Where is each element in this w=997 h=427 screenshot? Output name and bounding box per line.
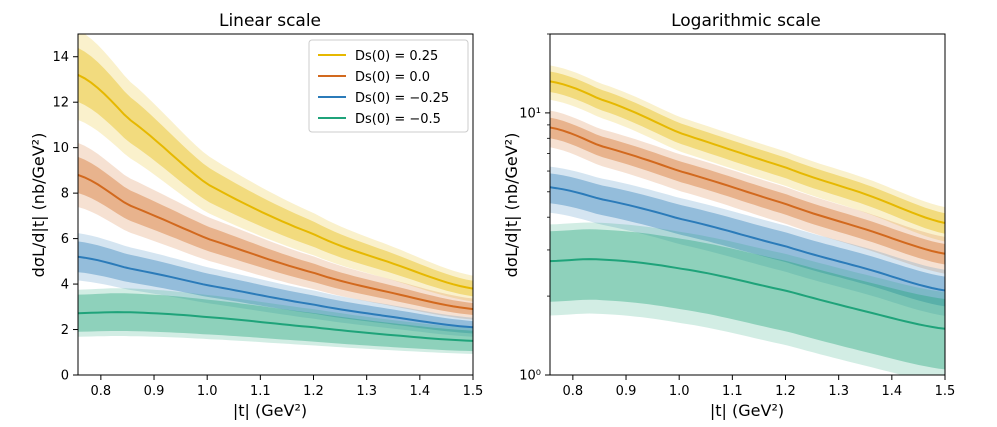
- log-line-ds-0-0: [550, 126, 945, 255]
- linear-bands: [78, 34, 473, 354]
- log-x-tick-label: 1.2: [775, 384, 796, 399]
- linear-x-tick-label: 1.0: [197, 384, 218, 399]
- log-title: Logarithmic scale: [671, 11, 821, 31]
- linear-y-tick-label: 8: [61, 187, 69, 202]
- log-x-tick-label: 1.5: [935, 384, 956, 399]
- log-x-tick-label: 1.0: [669, 384, 690, 399]
- log-x-tick-label: 1.4: [881, 384, 902, 399]
- linear-x-tick-label: 1.1: [250, 384, 271, 399]
- linear-band-inner-ds-neg-0-5: [78, 293, 473, 352]
- log-y-axis: 10⁰ 10¹: [519, 33, 550, 384]
- linear-band-inner-ds-neg-0-25: [78, 241, 473, 334]
- linear-line-ds-0-0: [78, 173, 473, 311]
- log-x-tick-label: 0.8: [563, 384, 584, 399]
- linear-line-ds-0-25: [78, 74, 473, 290]
- log-x-label: |t| (GeV²): [710, 401, 784, 420]
- log-x-tick-label: 1.3: [828, 384, 849, 399]
- linear-x-axis: 0.8 0.9 1.0 1.1 1.2 1.3 1.4 1.5: [91, 375, 484, 399]
- linear-x-tick-label: 1.4: [409, 384, 430, 399]
- log-x-tick-label: 1.1: [722, 384, 743, 399]
- linear-x-tick-label: 1.2: [303, 384, 324, 399]
- log-band-inner-ds-0-25: [550, 71, 945, 234]
- linear-band-outer-ds-0-0: [78, 142, 473, 320]
- linear-band-inner-ds-0-25: [78, 47, 473, 297]
- linear-y-tick-label: 6: [61, 232, 69, 247]
- linear-band-outer-ds-0-25: [78, 34, 473, 302]
- log-line-ds-neg-0-25: [550, 186, 945, 292]
- legend-label-ds-neg-0-5: Ds(0) = −0.5: [355, 112, 441, 127]
- log-band-inner-ds-neg-0-25: [550, 173, 945, 307]
- log-line-ds-neg-0-5: [550, 258, 945, 330]
- legend-label-ds-0-0: Ds(0) = 0.0: [355, 70, 430, 85]
- linear-line-ds-neg-0-25: [78, 255, 473, 329]
- linear-band-outer-ds-neg-0-5: [78, 288, 473, 354]
- linear-band-inner-ds-0-0: [78, 156, 473, 315]
- linear-line-ds-neg-0-5: [78, 311, 473, 342]
- log-y-tick-label: 10¹: [519, 106, 541, 121]
- linear-title: Linear scale: [219, 11, 321, 31]
- log-y-label: dσL/d|t| (nb/GeV²): [502, 133, 521, 278]
- linear-panel: Linear scale 0.8 0.9 1.0 1.1 1.2 1.3 1.4 1.5 0 2…: [29, 11, 483, 420]
- linear-y-tick-label: 0: [61, 369, 69, 384]
- legend: Ds(0) = 0.25 Ds(0) = 0.0 Ds(0) = −0.25 D…: [308, 39, 469, 133]
- log-x-axis: 0.8 0.9 1.0 1.1 1.2 1.3 1.4 1.5: [563, 375, 956, 399]
- log-band-outer-ds-neg-0-25: [550, 166, 945, 316]
- linear-x-tick-label: 0.8: [91, 384, 112, 399]
- linear-y-tick-label: 12: [52, 96, 69, 111]
- legend-label-ds-0-25: Ds(0) = 0.25: [355, 49, 438, 64]
- legend-label-ds-neg-0-25: Ds(0) = −0.25: [355, 91, 449, 106]
- log-panel: Logarithmic scale 0.8 0.9 1.0 1.1 1.2 1.3 1.4 1…: [502, 11, 955, 420]
- log-plot-frame: [549, 33, 946, 376]
- log-lines: [550, 80, 945, 330]
- log-bands: [550, 65, 945, 375]
- log-y-tick-label: 10⁰: [519, 369, 541, 384]
- linear-y-tick-label: 14: [52, 50, 69, 65]
- linear-x-tick-label: 1.3: [356, 384, 377, 399]
- linear-x-tick-label: 0.9: [144, 384, 165, 399]
- log-band-outer-ds-0-25: [550, 65, 945, 242]
- linear-x-label: |t| (GeV²): [233, 401, 307, 420]
- legend-box: [308, 39, 469, 133]
- linear-x-tick-label: 1.5: [463, 384, 484, 399]
- linear-y-axis: 0 2 4 6 8 10 12 14: [52, 50, 78, 384]
- log-line-ds-0-25: [550, 80, 945, 224]
- linear-band-outer-ds-neg-0-25: [78, 233, 473, 337]
- linear-y-tick-label: 10: [52, 141, 69, 156]
- log-band-outer-ds-neg-0-5: [550, 222, 945, 375]
- linear-lines: [78, 74, 473, 342]
- linear-y-label: dσL/d|t| (nb/GeV²): [29, 133, 48, 278]
- linear-plot-frame: [77, 33, 474, 376]
- linear-y-tick-label: 4: [61, 278, 69, 293]
- log-x-tick-label: 0.9: [616, 384, 637, 399]
- linear-y-tick-label: 2: [61, 323, 69, 338]
